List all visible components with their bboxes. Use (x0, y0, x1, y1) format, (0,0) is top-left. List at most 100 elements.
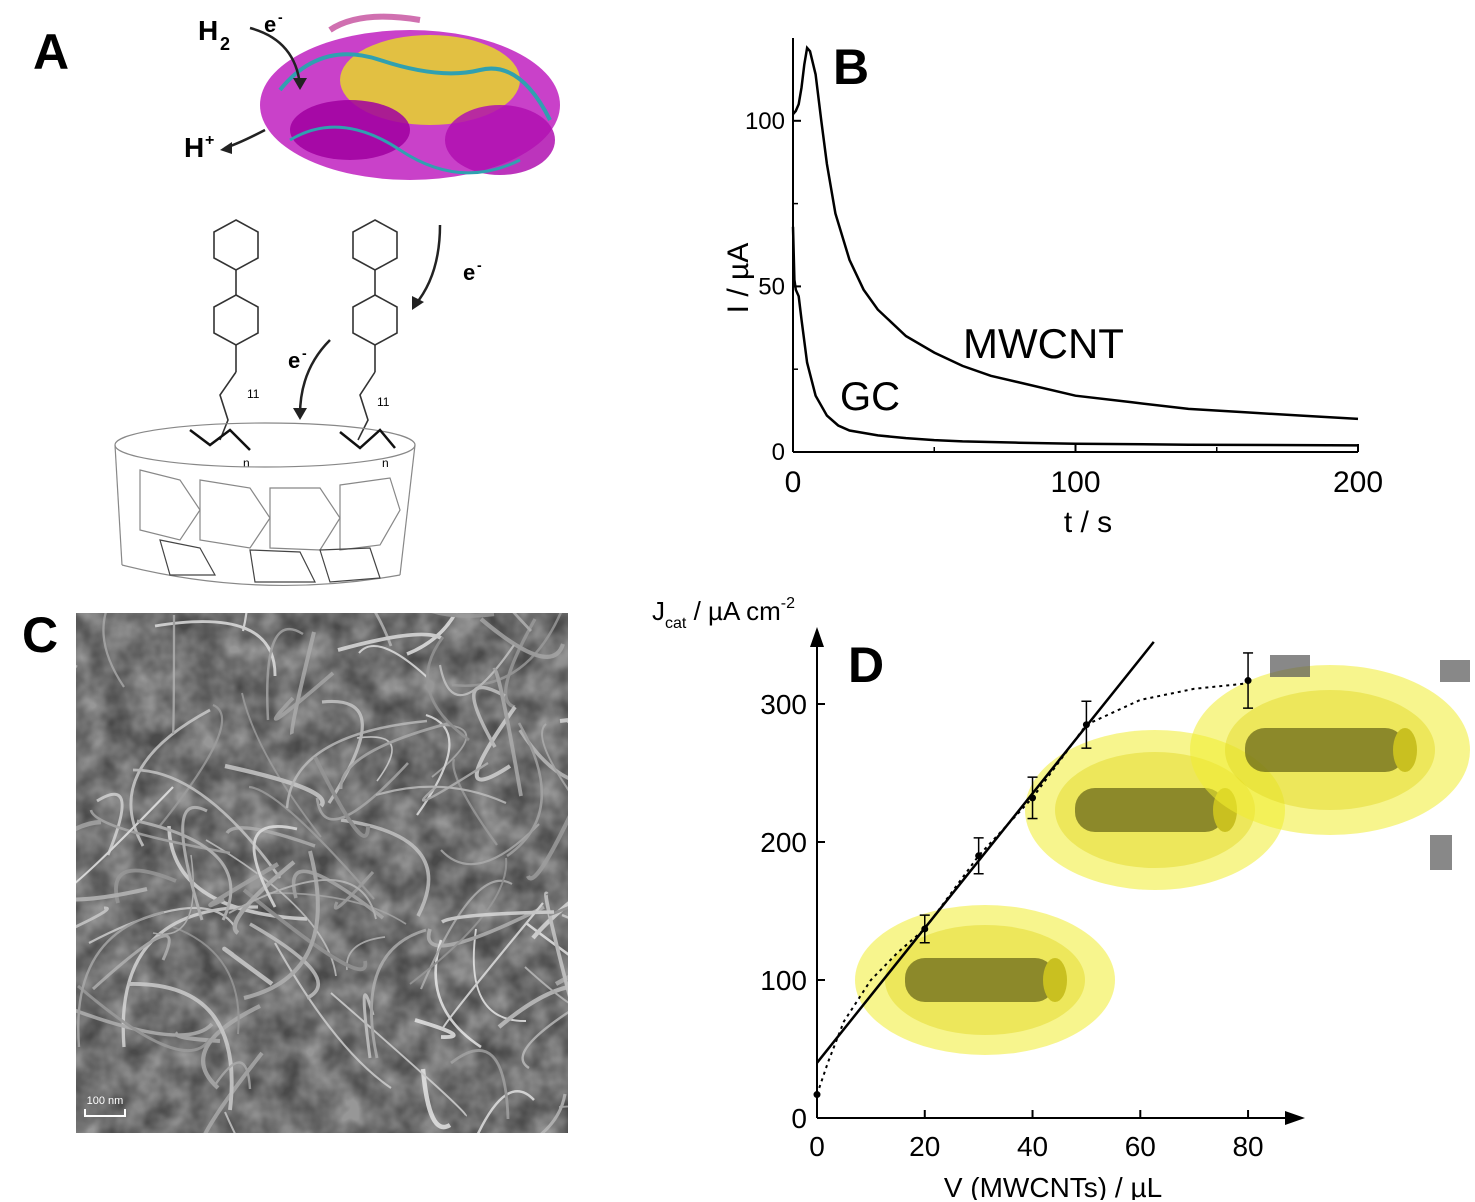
sem-fiber (337, 632, 442, 652)
chart-b-y-tick-label: 0 (772, 439, 785, 466)
chart-d-x-arrow (1285, 1111, 1305, 1125)
sem-fiber (96, 792, 124, 856)
sem-fiber (76, 887, 148, 902)
sem-fiber (203, 1051, 264, 1133)
sem-fiber (544, 891, 568, 998)
sem-fiber (362, 993, 375, 1059)
series-label-gc: GC (840, 375, 900, 419)
chart-d-y-tick-label: 200 (760, 827, 807, 858)
sem-fiber (241, 692, 322, 838)
sem-fiber (438, 644, 515, 697)
sem-fiber (274, 942, 392, 1089)
sem-fiber (76, 786, 174, 884)
sem-fiber (356, 736, 393, 782)
sem-fiber (76, 906, 109, 929)
chain-count-1: 11 (247, 387, 260, 401)
sem-fiber (369, 928, 427, 1059)
sem-fiber (420, 1068, 452, 1130)
nanotube-renderings (855, 655, 1470, 1055)
sem-fiber (440, 823, 540, 866)
sem-fiber (224, 763, 325, 808)
chart-b-x-tick-label: 200 (1333, 466, 1383, 499)
chart-d-series (813, 641, 1254, 1099)
sem-fiber (273, 671, 335, 721)
chart-d-xlabel: V (MWCNTs) / µL (944, 1172, 1162, 1200)
panel-a-schematic: H 2 e - H + e - e - 11 11 n n (114, 9, 560, 587)
h2-label: H (198, 15, 218, 46)
series-line-gc (791, 226, 1359, 447)
sem-texture (76, 613, 568, 1133)
chart-d-x-tick-label: 40 (1017, 1131, 1048, 1162)
chart-d-x-tick-label: 20 (909, 1131, 940, 1162)
sem-fiber (77, 984, 212, 1053)
sem-fiber (474, 705, 517, 782)
data-point (975, 852, 983, 860)
e-sup-1: - (278, 9, 283, 25)
sem-fiber (525, 921, 568, 956)
viologen-linkers (213, 219, 398, 441)
chart-b-ylabel: I / µA (722, 243, 755, 314)
e-label-1: e (264, 12, 276, 37)
sem-fiber (171, 614, 176, 735)
sem-fiber (472, 685, 506, 748)
chart-d-x-tick-label: 60 (1125, 1131, 1156, 1162)
sem-fiber (358, 645, 429, 679)
sem-fiber (89, 809, 231, 855)
sem-fiber (339, 721, 451, 790)
sem-fiber (205, 839, 337, 977)
chain-count-2: 11 (377, 395, 390, 409)
chart-b-x-tick-label: 0 (785, 466, 802, 499)
chart-b-y-tick-label: 50 (758, 273, 785, 300)
panel-letter-a: A (33, 24, 70, 80)
sem-fiber (497, 985, 568, 1029)
sem-fiber (102, 613, 125, 688)
sem-fiber (76, 819, 102, 832)
sem-fiber (268, 892, 407, 925)
sem-fiber (132, 768, 282, 879)
sem-fiber (315, 762, 409, 821)
sem-fiber (77, 910, 165, 1048)
e-sup-3: - (302, 345, 307, 361)
sem-fiber (266, 627, 304, 721)
panel-letter-b: B (833, 39, 870, 95)
chart-d-y-tick-label: 100 (760, 965, 807, 996)
sem-fiber (548, 906, 568, 917)
sem-fiber (333, 870, 375, 910)
sem-fiber (426, 905, 545, 948)
e-label-2: e (463, 260, 475, 285)
chart-b-y-tick-label: 100 (745, 108, 785, 135)
sem-fiber (152, 854, 195, 935)
n-subscript-1: n (243, 456, 250, 470)
sem-fiber (252, 824, 298, 908)
sem-fiber (375, 785, 507, 805)
sem-fiber (127, 982, 234, 1111)
data-point (813, 1091, 821, 1099)
sem-fiber (492, 667, 523, 797)
nanotube (114, 422, 416, 587)
sem-fiber (289, 631, 316, 735)
sem-fiber (441, 910, 555, 924)
chart-d-x-tick-label: 80 (1232, 1131, 1263, 1162)
sem-fiber (76, 1008, 214, 1037)
sem-fiber (451, 613, 562, 687)
data-point (1082, 721, 1090, 729)
sem-fiber (416, 713, 451, 816)
sem-fiber (232, 860, 296, 935)
sem-fiber (228, 879, 377, 920)
chart-b-x-tick-label: 100 (1050, 466, 1100, 499)
sem-fiber (154, 620, 277, 677)
sem-fiber (129, 708, 211, 847)
sem-fiber (225, 826, 316, 848)
sem-fiber (114, 868, 177, 904)
chart-d-axes: 0 20 40 60 80 0 100 200 300 (760, 627, 1305, 1162)
chart-d-ylabel: Jcat / µA cm-2 (652, 595, 795, 632)
sem-fiber (472, 928, 527, 1022)
chart-d-y-tick-label: 300 (760, 689, 807, 720)
data-point (1244, 677, 1252, 685)
sem-fiber (158, 703, 224, 828)
chart-b-series (791, 45, 1359, 447)
saturation-curve (816, 682, 1249, 1095)
sem-fiber (373, 613, 393, 647)
sem-fiber (88, 906, 236, 944)
linear-fit-line (816, 641, 1155, 1064)
